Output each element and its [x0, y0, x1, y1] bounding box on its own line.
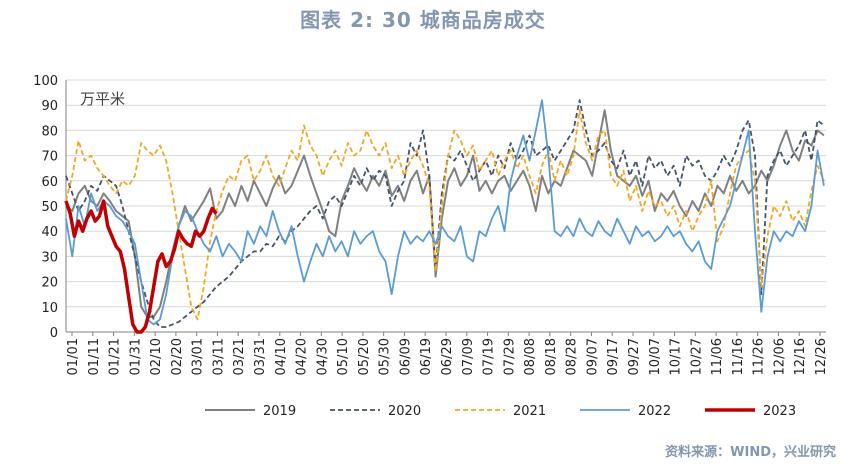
y-tick-label: 50	[41, 200, 58, 215]
x-tick-label: 08/18	[544, 338, 559, 375]
x-tick-label: 07/19	[482, 338, 497, 375]
x-tick-label: 01/21	[108, 338, 123, 375]
x-tick-label: 10/17	[669, 338, 684, 375]
y-tick-label: 0	[50, 326, 58, 341]
x-tick-label: 04/30	[315, 338, 330, 375]
x-tick-label: 11/06	[710, 338, 725, 375]
y-tick-label: 60	[41, 175, 58, 190]
x-tick-label: 11/16	[731, 338, 746, 375]
legend: 2019 2020 2021 2022 2023	[205, 404, 796, 419]
x-tick-label: 06/29	[440, 338, 455, 375]
x-tick-label: 02/20	[170, 338, 185, 375]
x-tick-label: 05/30	[378, 338, 393, 375]
x-tick-label: 04/20	[295, 338, 310, 375]
x-tick-label: 01/11	[87, 338, 102, 375]
series-line-2020	[65, 99, 825, 328]
y-tick-label: 90	[41, 99, 58, 114]
x-tick-label: 12/26	[814, 338, 829, 375]
x-tick-label: 09/07	[585, 338, 600, 375]
source-note: 资料来源：WIND，兴业研究	[665, 445, 836, 460]
y-tick-label: 100	[33, 74, 58, 89]
x-tick-label: 02/10	[149, 338, 164, 375]
y-axis: 0 10 20 30 40 50 60 70 80 90 100	[33, 74, 67, 341]
legend-label-2023: 2023	[763, 404, 796, 419]
x-tick-label: 08/08	[523, 338, 538, 375]
y-tick-label: 40	[41, 225, 58, 240]
x-tick-label: 05/20	[357, 338, 372, 375]
chart-title: 图表 2: 30 城商品房成交	[300, 8, 546, 32]
legend-label-2022: 2022	[638, 404, 671, 419]
x-tick-label: 05/10	[336, 338, 351, 375]
y-tick-label: 20	[41, 276, 58, 291]
series-line-2021	[65, 109, 825, 321]
series-line-2019	[65, 109, 825, 318]
legend-label-2019: 2019	[263, 404, 296, 419]
x-tick-label: 10/07	[648, 338, 663, 375]
x-tick-label: 01/01	[66, 338, 81, 375]
x-tick-label: 11/26	[752, 338, 767, 375]
x-tick-label: 12/16	[793, 338, 808, 375]
series-line-2022	[65, 99, 825, 326]
x-tick-label: 01/31	[128, 338, 143, 375]
x-tick-label: 04/10	[274, 338, 289, 375]
y-tick-label: 30	[41, 250, 58, 265]
x-tick-label: 10/27	[689, 338, 704, 375]
x-tick-label: 03/31	[253, 338, 268, 375]
x-tick-label: 09/17	[606, 338, 621, 375]
y-axis-unit-label: 万平米	[80, 90, 125, 108]
x-tick-label: 12/06	[772, 338, 787, 375]
x-tick-label: 03/11	[211, 338, 226, 375]
x-tick-label: 07/29	[502, 338, 517, 375]
legend-label-2020: 2020	[388, 404, 421, 419]
y-tick-label: 70	[41, 150, 58, 165]
y-tick-label: 10	[41, 301, 58, 316]
series-line-2023	[64, 199, 218, 334]
x-tick-label: 06/09	[398, 338, 413, 375]
x-tick-label: 06/19	[419, 338, 434, 375]
x-tick-label: 09/27	[627, 338, 642, 375]
gridlines	[66, 79, 826, 308]
legend-label-2021: 2021	[513, 404, 546, 419]
x-tick-label: 07/09	[461, 338, 476, 375]
x-tick-label: 03/21	[232, 338, 247, 375]
x-tick-label: 03/01	[191, 338, 206, 375]
series-lines	[64, 99, 825, 334]
y-tick-label: 80	[41, 124, 58, 139]
x-tick-label: 08/28	[565, 338, 580, 375]
x-axis: 01/01 01/11 01/21 01/31 02/10 02/20 03/01 03/11…	[66, 331, 829, 375]
